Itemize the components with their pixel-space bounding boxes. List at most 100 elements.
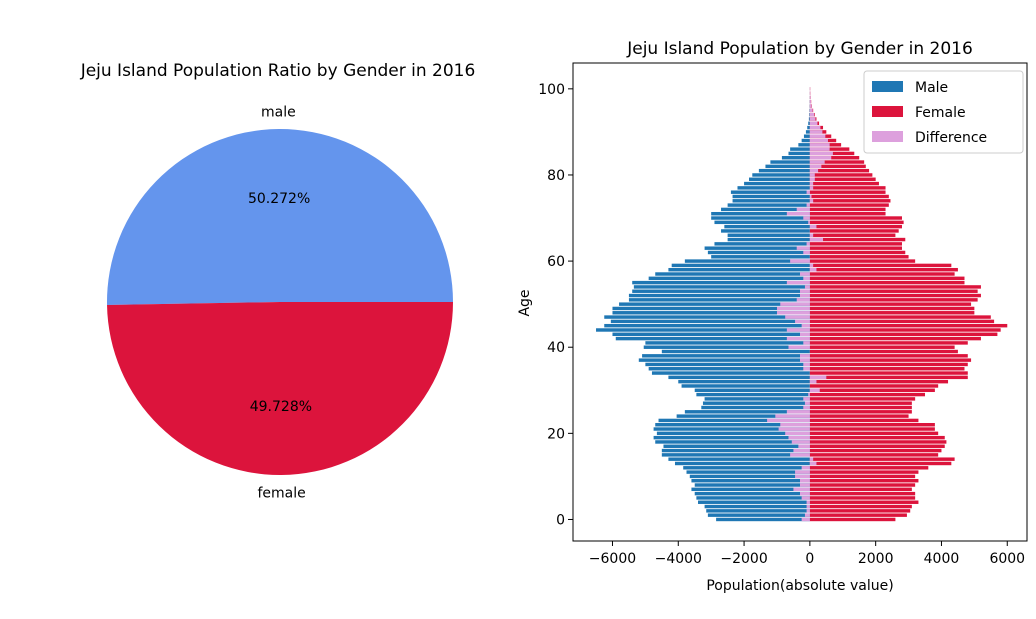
bar-female <box>809 276 965 281</box>
bar-female <box>809 384 939 388</box>
bar-difference <box>809 194 812 199</box>
bar-difference <box>786 280 810 285</box>
legend-label: Female <box>915 105 966 121</box>
bar-difference <box>803 397 810 401</box>
pie-slice-label: female <box>257 485 305 501</box>
bar-male <box>689 474 810 479</box>
bar-difference <box>809 151 833 156</box>
bar-male <box>724 224 810 229</box>
bar-female <box>809 375 968 380</box>
bar-difference <box>767 418 810 423</box>
legend-swatch-male <box>872 81 903 92</box>
bar-female <box>809 509 911 513</box>
bar-difference <box>788 435 810 440</box>
bar-female <box>809 453 939 457</box>
legend-swatch-female <box>872 106 903 117</box>
x-tick-label: −4000 <box>655 551 702 567</box>
x-tick-label: 0 <box>805 551 814 567</box>
bar-male <box>633 285 810 289</box>
bar-male <box>645 341 810 345</box>
bar-female <box>809 190 886 194</box>
pie-slice-female <box>107 302 453 476</box>
bar-male <box>701 405 810 410</box>
bar-difference <box>809 379 817 384</box>
bar-male <box>604 323 810 328</box>
plot-frame <box>572 62 1028 542</box>
bar-male <box>653 435 810 440</box>
bar-female <box>809 418 919 423</box>
pie-slice-male <box>107 129 454 305</box>
bar-female <box>809 250 906 255</box>
bar-male <box>615 336 810 341</box>
bar-difference <box>800 293 810 298</box>
x-tick-label: −6000 <box>589 551 636 567</box>
bar-difference <box>806 509 810 513</box>
bar-male <box>656 431 810 436</box>
bar-female <box>809 388 935 393</box>
bar-difference <box>808 392 810 397</box>
bar-male <box>671 263 810 268</box>
bar-female <box>809 423 935 427</box>
bar-male <box>684 410 810 414</box>
bar-female <box>809 336 981 341</box>
y-tick-label: 80 <box>547 168 565 184</box>
bar-difference <box>809 181 814 186</box>
bar-chart-title: Jeju Island Population by Gender in 2016 <box>626 39 973 59</box>
bar-difference <box>809 147 830 151</box>
bar-male <box>758 168 810 173</box>
bar-male <box>604 315 810 319</box>
bar-male <box>643 345 810 349</box>
bar-difference <box>793 487 810 492</box>
bar-male <box>781 156 810 160</box>
bar-male <box>716 517 810 522</box>
bar-male <box>798 143 810 147</box>
bar-male <box>648 367 810 371</box>
bar-difference <box>804 285 810 289</box>
bar-difference <box>809 233 814 237</box>
bar-difference <box>803 341 810 345</box>
bar-female <box>809 483 916 487</box>
bar-difference <box>809 461 817 466</box>
bar-difference <box>803 367 810 371</box>
bar-male <box>730 190 810 194</box>
bar-male <box>678 379 810 384</box>
bar-difference <box>808 220 810 225</box>
bar-female <box>809 444 945 448</box>
bar-female <box>809 517 896 522</box>
bar-female <box>809 211 886 216</box>
bar-male <box>749 177 810 181</box>
bar-female <box>809 500 919 504</box>
bar-male <box>612 332 810 337</box>
bar-difference <box>803 276 810 281</box>
bar-difference <box>806 242 810 246</box>
y-tick-label: 20 <box>547 426 565 442</box>
bar-female <box>809 367 965 371</box>
bar-difference <box>795 319 810 324</box>
population-pyramid-chart: Jeju Island Population by Gender in 2016… <box>517 39 1028 594</box>
bar-difference <box>790 259 810 263</box>
y-tick-label: 100 <box>538 82 565 98</box>
bar-difference <box>795 470 810 474</box>
bar-male <box>704 504 810 509</box>
bar-male <box>702 401 810 405</box>
bar-male <box>737 186 810 190</box>
bar-female <box>809 168 870 173</box>
bar-male <box>596 328 810 332</box>
bar-difference <box>809 100 811 104</box>
bar-difference <box>809 177 815 181</box>
bar-male <box>612 306 810 311</box>
bar-male <box>727 237 810 242</box>
bar-difference <box>796 298 810 302</box>
bar-difference <box>809 263 814 268</box>
y-tick-label: 60 <box>547 254 565 270</box>
bar-female <box>809 358 972 362</box>
bar-male <box>668 375 810 380</box>
bar-female <box>809 220 904 225</box>
bar-difference <box>796 207 810 212</box>
bar-male <box>744 181 810 186</box>
bar-female <box>809 285 981 289</box>
bar-female <box>809 323 1008 328</box>
bar-female <box>809 362 968 367</box>
bar-difference <box>803 362 810 367</box>
bar-female <box>809 173 873 177</box>
